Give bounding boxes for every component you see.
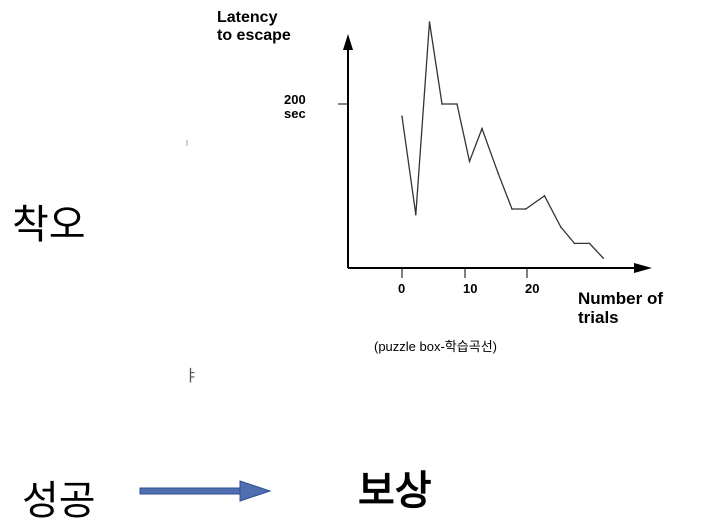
x-axis-arrow-icon: [634, 263, 652, 273]
data-point: [441, 103, 443, 105]
y-axis-arrow-icon: [343, 34, 353, 50]
x-axis-label-line2: trials: [578, 308, 619, 327]
y-tick-200: 200 sec: [284, 93, 306, 121]
data-point: [588, 242, 591, 245]
latency-series-line: [401, 21, 604, 259]
x-axis-label-line1: Number of: [578, 289, 663, 308]
data-point: [559, 226, 562, 228]
y-axis-label-line1: Latency: [217, 9, 278, 26]
data-point: [511, 208, 513, 210]
y-axis-label-line2: to escape: [217, 27, 291, 44]
data-point: [524, 208, 527, 210]
y-axis-label: Latency to escape: [217, 9, 291, 45]
data-point: [456, 103, 458, 105]
data-point: [428, 21, 431, 23]
x-tick-0: 0: [398, 281, 406, 296]
data-point: [497, 172, 500, 175]
right-arrow-icon: [139, 480, 272, 502]
data-point: [468, 160, 471, 163]
stray-mark: ㅑ: [184, 366, 199, 385]
data-point: [543, 195, 546, 197]
data-point: [481, 127, 483, 130]
data-point: [401, 115, 403, 118]
y-tick-unit: sec: [284, 106, 306, 121]
line-chart: [338, 21, 652, 278]
data-point: [414, 213, 417, 216]
x-tick-20: 20: [525, 281, 540, 296]
x-tick-10: 10: [463, 281, 478, 296]
trial-error-label: 착오: [12, 202, 86, 248]
data-point: [573, 242, 576, 245]
data-point: [602, 257, 605, 259]
y-tick-value: 200: [284, 92, 306, 107]
x-axis-label: Number of trials: [578, 289, 663, 327]
reward-label: 보상: [358, 468, 432, 514]
chart-caption: (puzzle box-학습곡선): [374, 339, 497, 354]
stray-tick: [186, 140, 188, 146]
arrow-graphic: [139, 480, 272, 502]
